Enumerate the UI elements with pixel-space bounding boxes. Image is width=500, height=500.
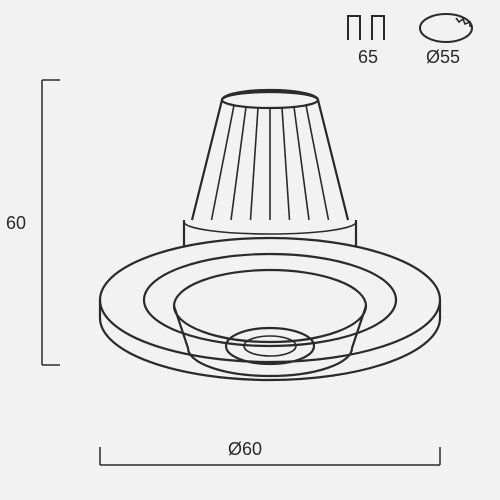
heatsink-fin — [318, 100, 348, 220]
heatsink-fin — [251, 108, 259, 220]
heatsink-fin — [306, 105, 329, 220]
diagram-canvas: 60 Ø60 65 Ø55 — [0, 0, 500, 500]
heatsink-fin — [231, 107, 246, 220]
housing-ring — [184, 222, 356, 234]
rim-top-ellipse — [100, 238, 440, 362]
heatsink-fin — [294, 107, 309, 220]
hole-diameter-label: Ø55 — [426, 48, 460, 66]
hole-icon — [420, 14, 472, 42]
heatsink-fin — [212, 105, 235, 220]
diagram-svg — [0, 0, 500, 500]
heatsink-fin — [282, 108, 290, 220]
cutout-icon — [348, 16, 384, 40]
cutout-depth-label: 65 — [358, 48, 378, 66]
heatsink-top — [222, 92, 318, 108]
height-label: 60 — [6, 214, 26, 232]
heatsink-fin — [192, 100, 222, 220]
width-label: Ø60 — [228, 440, 262, 458]
